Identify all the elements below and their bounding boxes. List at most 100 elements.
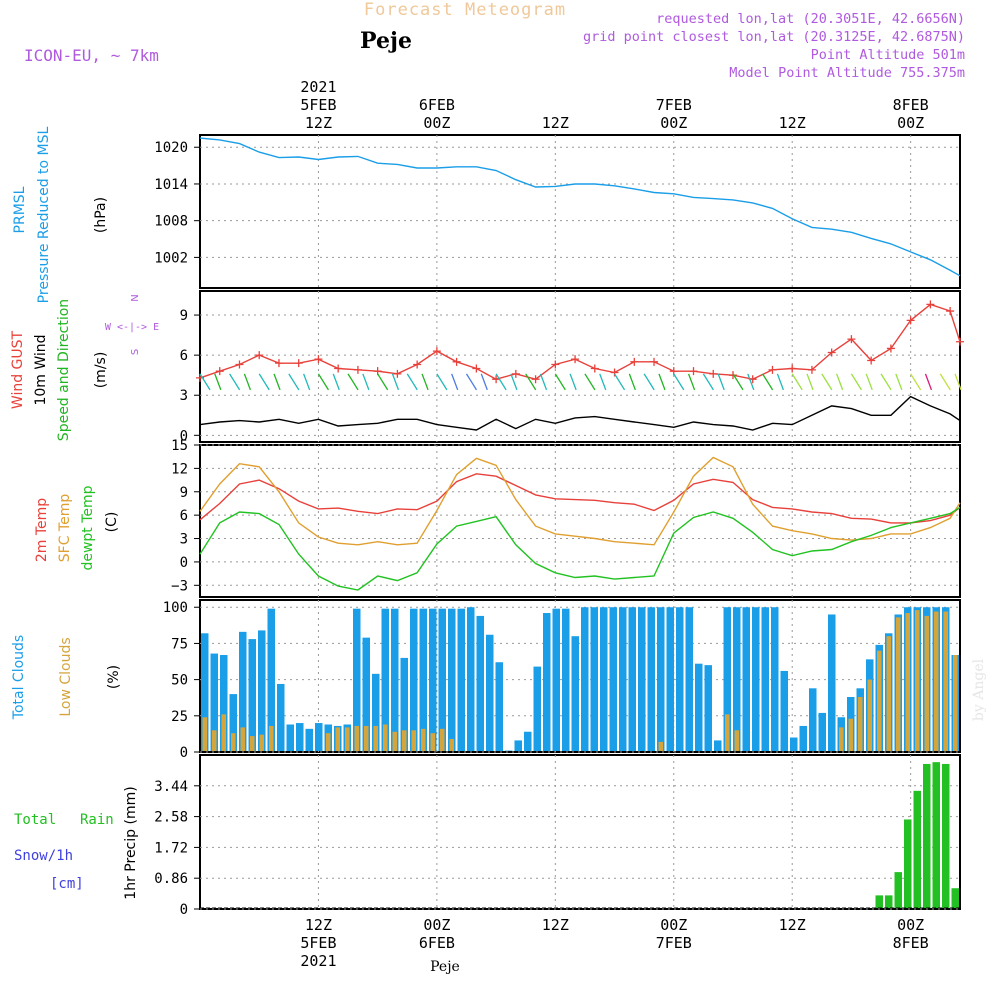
model-label: ICON-EU, ~ 7km <box>24 46 159 65</box>
total-cloud-bar <box>666 607 674 751</box>
bottom-time-label: 00Z <box>660 916 687 934</box>
bottom-time-label: 6FEB <box>419 934 455 952</box>
total-cloud-bar <box>704 665 712 751</box>
wind-dir-arrow <box>850 373 862 391</box>
gust-marker <box>630 357 639 366</box>
requested-coords: requested lon,lat (20.3051E, 42.6656N) <box>656 11 965 27</box>
series-layer <box>196 137 964 909</box>
low-cloud-bar <box>250 736 255 751</box>
panel-frame-pressure <box>199 134 961 289</box>
top-time-label: 2021 <box>300 78 336 96</box>
ytick-label: 9 <box>180 308 188 324</box>
total-cloud-bar <box>486 634 494 751</box>
rain-bar <box>913 790 921 908</box>
total-cloud-bar <box>476 615 484 751</box>
wind-dir-arrow <box>821 373 833 391</box>
low-cloud-bar <box>269 725 274 751</box>
gust-marker <box>728 371 737 380</box>
gust-marker <box>353 365 362 374</box>
total-cloud-bar <box>305 728 313 751</box>
gust-marker <box>511 369 520 378</box>
ytick-label: 12 <box>171 461 188 477</box>
wind-dir-arrow <box>880 373 892 391</box>
ytick-label: 3 <box>180 532 188 548</box>
low-cloud-bar <box>934 611 939 751</box>
low-cloud-bar <box>212 730 217 751</box>
gust-marker <box>294 359 303 368</box>
gridpoint-coords: grid point closest lon,lat (20.3125E, 42… <box>583 29 965 45</box>
total-cloud-bar <box>258 630 266 751</box>
wind-dir-arrow <box>806 373 814 391</box>
clouds-unit: (%) <box>106 665 122 689</box>
total-cloud-bar <box>752 607 760 751</box>
dewpt-line <box>199 506 961 591</box>
rain-label: Rain <box>80 812 114 828</box>
low-cloud-bar <box>383 724 388 751</box>
top-time-label: 00Z <box>660 114 687 132</box>
total-cloud-bar <box>799 725 807 751</box>
total-cloud-bar <box>391 608 399 751</box>
gust-marker <box>215 367 224 376</box>
total-cloud-bar <box>723 607 731 751</box>
wind-dir-arrow <box>214 373 222 391</box>
gust-marker <box>827 348 836 357</box>
panel-frame-precip <box>199 754 961 910</box>
gust-marker <box>709 369 718 378</box>
panel-frame-wind <box>199 290 961 443</box>
wind-dir-arrow <box>317 373 329 391</box>
wind-dir-arrow <box>717 373 725 391</box>
gust-line <box>199 303 961 380</box>
low-cloud-bar <box>392 731 397 751</box>
top-time-label: 5FEB <box>300 96 336 114</box>
gust-marker <box>906 316 915 325</box>
low-cloud-bar <box>725 714 730 751</box>
wind-dir-arrow <box>613 373 626 391</box>
total-cloud-bar <box>229 694 237 751</box>
gust-marker <box>847 335 856 344</box>
total-cloud-bar <box>733 607 741 751</box>
ytick-label: 0 <box>180 902 188 918</box>
total-cloud-bar <box>400 657 408 751</box>
total-cloud-bar <box>571 636 579 751</box>
gust-marker <box>610 368 619 377</box>
low-cloud-bar <box>839 727 844 751</box>
low-cloud-bar <box>915 610 920 751</box>
rain-bar <box>951 888 959 908</box>
total-cloud-bar <box>543 613 551 751</box>
total-cloud-bar <box>695 663 703 751</box>
ytick-label: 15 <box>171 438 188 454</box>
panel-frame-clouds <box>199 599 961 753</box>
total-cloud-bar <box>600 607 608 751</box>
wind-dir-arrow <box>658 373 666 391</box>
gust-marker <box>531 375 540 384</box>
bottom-time-label: 7FEB <box>656 934 692 952</box>
gust-marker <box>571 355 580 364</box>
gust-marker <box>886 344 895 353</box>
gust-marker <box>235 360 244 369</box>
gust-marker <box>452 357 461 366</box>
total-cloud-bar <box>448 608 456 751</box>
total-cloud-bar <box>296 723 304 751</box>
dewpt-label: dewpt Temp <box>80 485 96 570</box>
gust-marker <box>274 359 283 368</box>
ytick-label: 100 <box>163 600 188 616</box>
total-cloud-bar <box>495 662 503 751</box>
ytick-label: 0.86 <box>154 871 188 887</box>
wind-dir-arrow <box>258 373 270 391</box>
prmsl-label: PRMSL <box>12 186 28 233</box>
rain-bar <box>894 872 902 908</box>
low-cloud-bar <box>326 733 331 751</box>
low-cloud-bar <box>953 655 958 751</box>
panel-frame-temp <box>199 444 961 598</box>
total-cloud-bar <box>619 607 627 751</box>
low-cloud-bar <box>886 636 891 751</box>
low-cloud-bar <box>221 714 226 751</box>
total-cloud-bar <box>628 607 636 751</box>
gust-marker <box>669 367 678 376</box>
bottom-time-label: 12Z <box>305 916 332 934</box>
wind-dir-arrow <box>584 373 596 391</box>
ytick-label: 0 <box>180 745 188 761</box>
sfc-temp-label: SFC Temp <box>57 494 73 563</box>
